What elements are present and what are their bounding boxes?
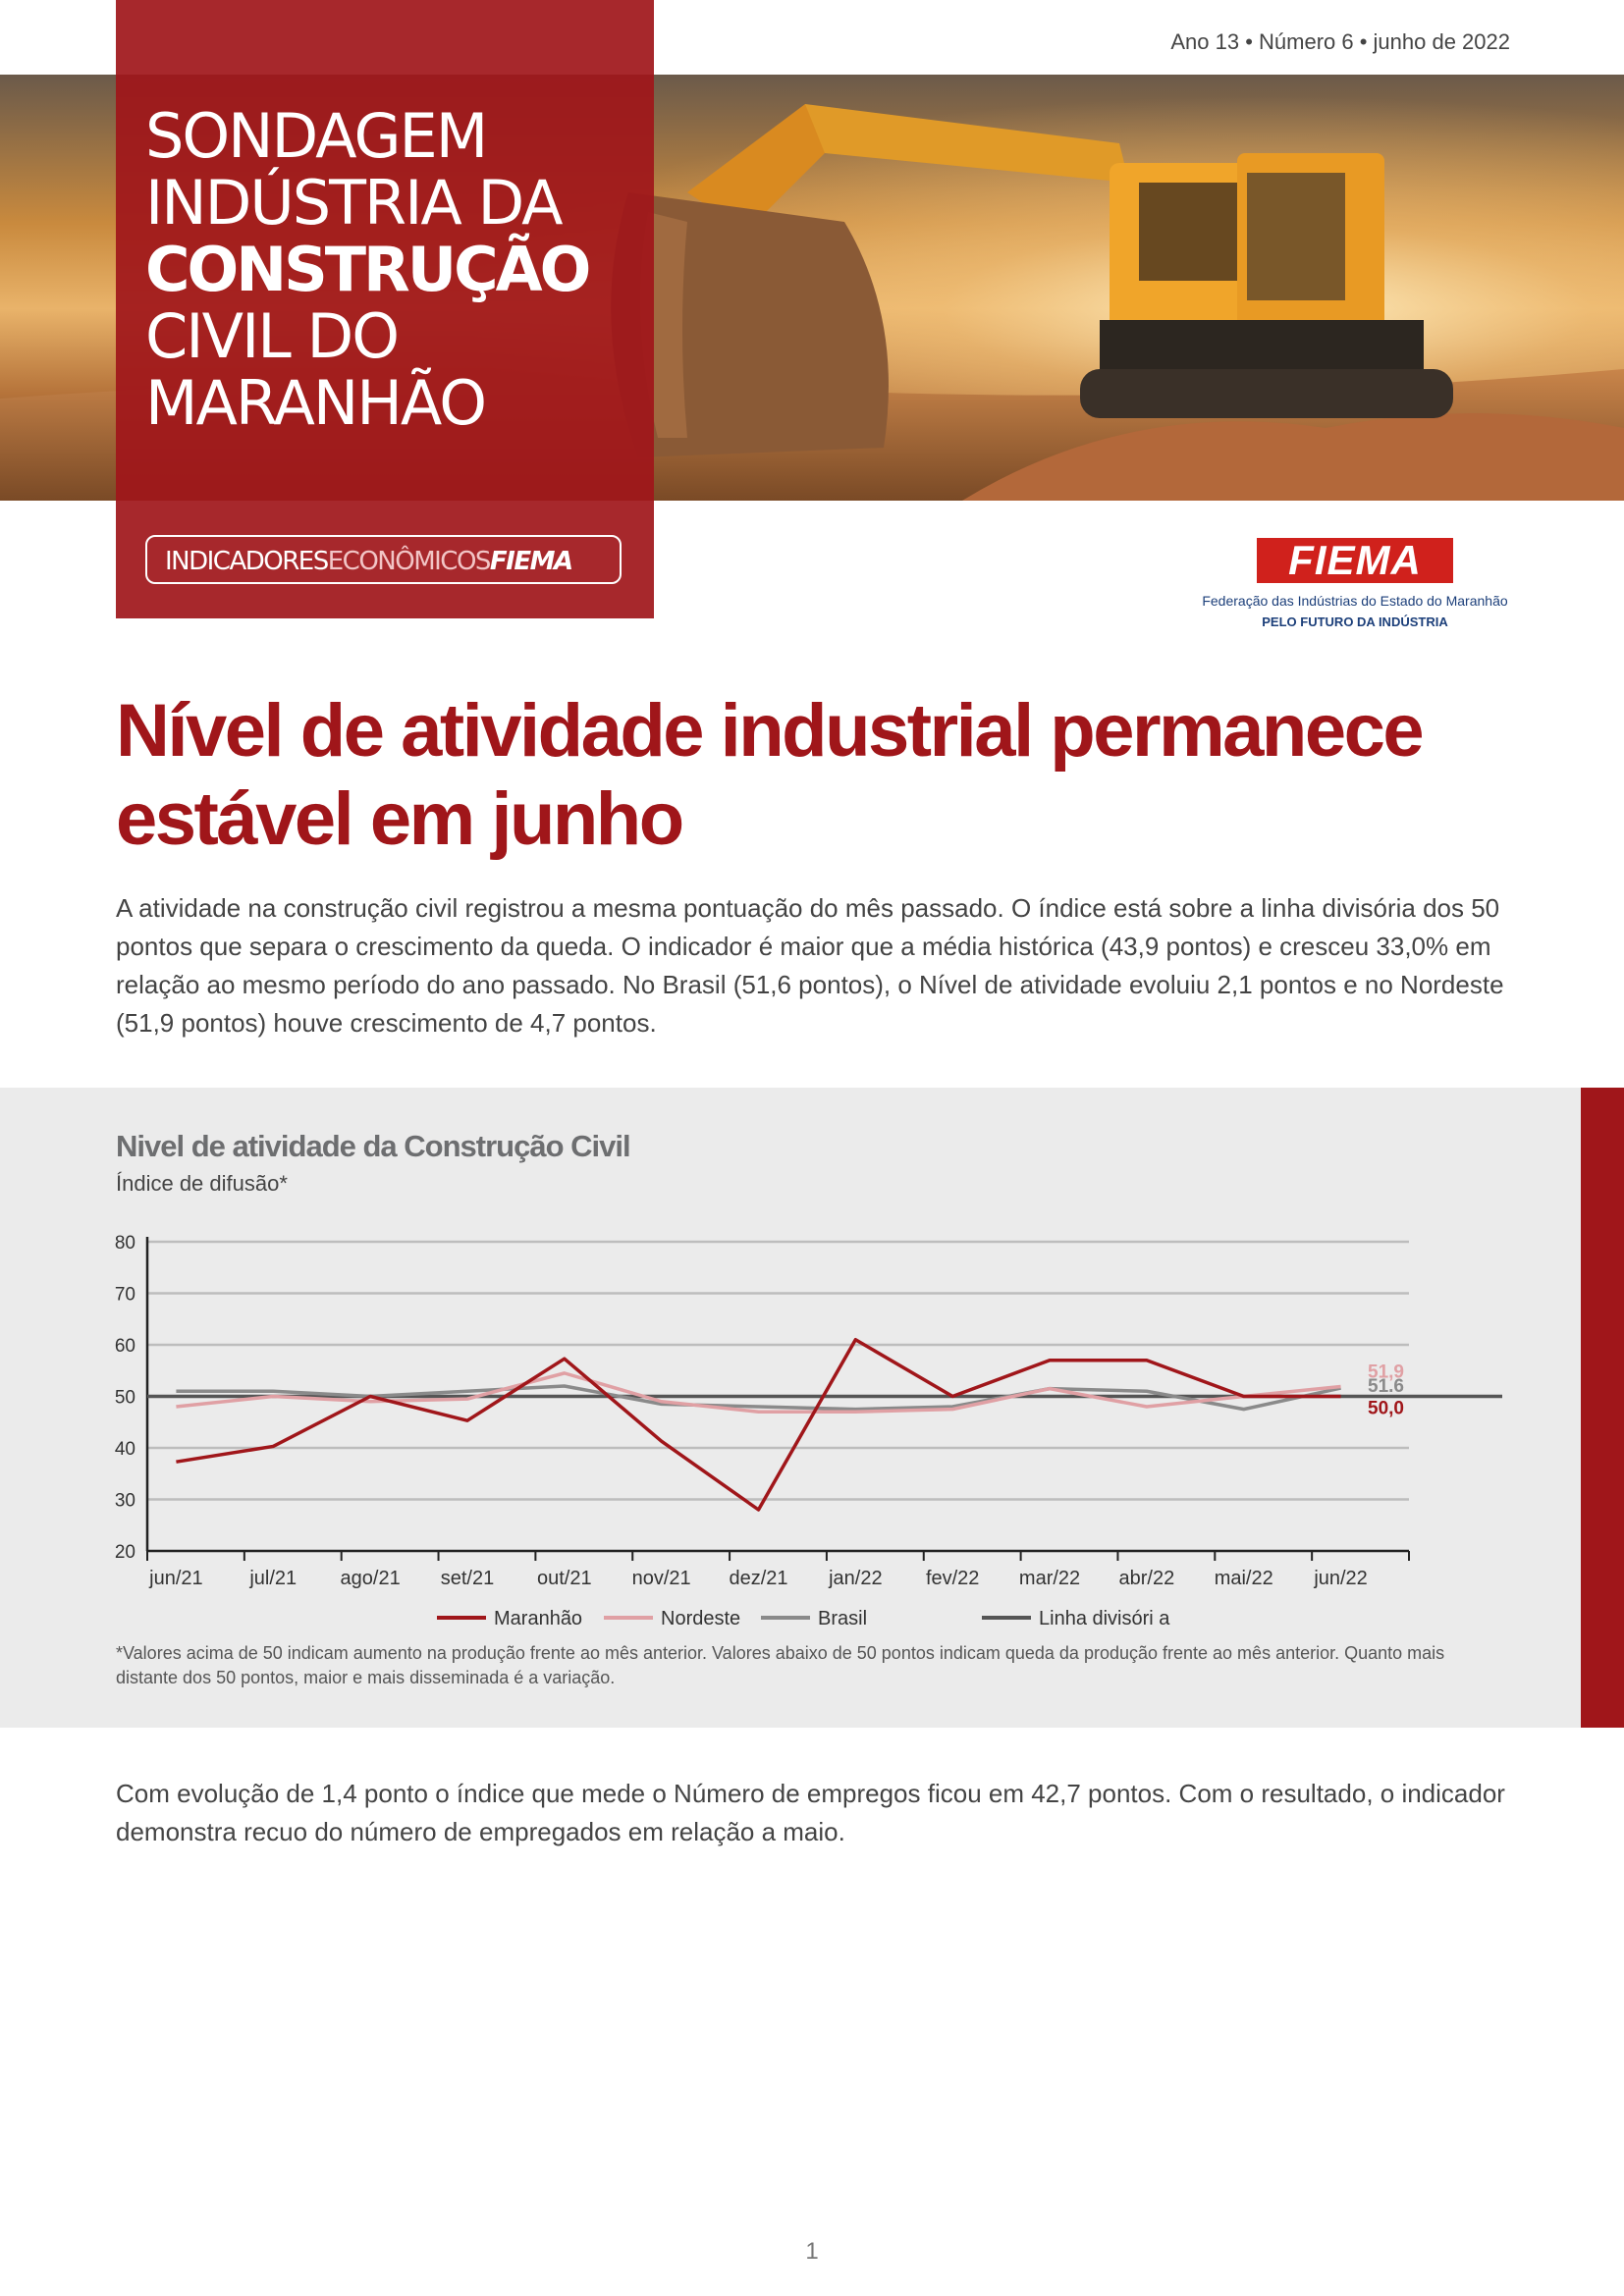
end-value-label: 51,9 bbox=[1368, 1362, 1404, 1383]
x-tick-label: set/21 bbox=[441, 1568, 494, 1589]
title-line-3: CONSTRUÇÃO bbox=[145, 234, 591, 305]
x-tick-label: dez/21 bbox=[729, 1568, 787, 1589]
fiema-subtitle: Federação das Indústrias do Estado do Ma… bbox=[1202, 593, 1508, 609]
end-value-label: 51.6 bbox=[1368, 1376, 1404, 1397]
x-tick-label: out/21 bbox=[537, 1568, 592, 1589]
issue-info: Ano 13 • Número 6 • junho de 2022 bbox=[1170, 29, 1510, 54]
chart-subtitle: Índice de difusão* bbox=[116, 1171, 288, 1196]
legend-label: Maranhão bbox=[494, 1608, 582, 1629]
x-tick-label: nov/21 bbox=[632, 1568, 691, 1589]
x-tick-label: mar/22 bbox=[1019, 1568, 1080, 1589]
y-tick-label: 40 bbox=[115, 1439, 135, 1460]
x-tick-label: jun/21 bbox=[148, 1568, 203, 1589]
x-tick-label: jul/21 bbox=[248, 1568, 297, 1589]
x-tick-label: abr/22 bbox=[1119, 1568, 1175, 1589]
x-tick-label: jun/22 bbox=[1313, 1568, 1368, 1589]
title-panel: SONDAGEM INDÚSTRIA DA CONSTRUÇÃO CIVIL D… bbox=[116, 0, 654, 618]
legend-label: Brasil bbox=[818, 1608, 867, 1629]
chart-accent-strip bbox=[1581, 1088, 1624, 1728]
x-tick-label: fev/22 bbox=[926, 1568, 979, 1589]
y-tick-label: 20 bbox=[115, 1542, 135, 1563]
title-line-5: MARANHÃO bbox=[145, 367, 487, 439]
chart-footnote: *Valores acima de 50 indicam aumento na … bbox=[116, 1643, 1445, 1687]
title-line-2: INDÚSTRIA DA bbox=[145, 167, 564, 239]
y-tick-label: 30 bbox=[115, 1491, 135, 1512]
x-tick-label: ago/21 bbox=[341, 1568, 401, 1589]
page-number: 1 bbox=[805, 2238, 819, 2265]
intro-paragraph: A atividade na construção civil registro… bbox=[116, 893, 1504, 1038]
series-line-nordeste bbox=[176, 1371, 1341, 1414]
employment-paragraph: Com evolução de 1,4 ponto o índice que m… bbox=[116, 1779, 1505, 1846]
series-label-3: FIEMA bbox=[489, 547, 573, 576]
y-tick-label: 70 bbox=[115, 1285, 135, 1306]
series-badge: INDICADORESECONÔMICOSFIEMA bbox=[145, 535, 622, 584]
fiema-logo-mark: FIEMA bbox=[1257, 538, 1453, 583]
title-line-1: SONDAGEM bbox=[145, 100, 488, 172]
series-label-1: INDICADORES bbox=[165, 547, 329, 576]
x-tick-label: jan/22 bbox=[828, 1568, 883, 1589]
series-label-2: ECONÔMICOS bbox=[327, 547, 492, 576]
title-line-4: CIVIL DO bbox=[145, 300, 400, 372]
line-chart: 20 30 40 50 60 70 80 jun/21 jul/21 ago/21 set/21 ou… bbox=[115, 1233, 1502, 1629]
legend-label: Linha divisóri a bbox=[1039, 1608, 1170, 1629]
headline: Nível de atividade industrial permanece … bbox=[116, 689, 1425, 861]
chart-title: Nivel de atividade da Construção Civil bbox=[116, 1129, 631, 1163]
y-tick-label: 60 bbox=[115, 1336, 135, 1357]
y-tick-label: 50 bbox=[115, 1388, 135, 1409]
legend-label: Nordeste bbox=[661, 1608, 740, 1629]
fiema-logo: FIEMA Federação das Indústrias do Estado… bbox=[1198, 538, 1512, 636]
series-line-maranho bbox=[176, 1338, 1341, 1512]
fiema-tagline: PELO FUTURO DA INDÚSTRIA bbox=[1262, 614, 1448, 629]
end-value-label: 50,0 bbox=[1368, 1399, 1404, 1419]
x-tick-label: mai/22 bbox=[1215, 1568, 1273, 1589]
y-tick-label: 80 bbox=[115, 1233, 135, 1254]
